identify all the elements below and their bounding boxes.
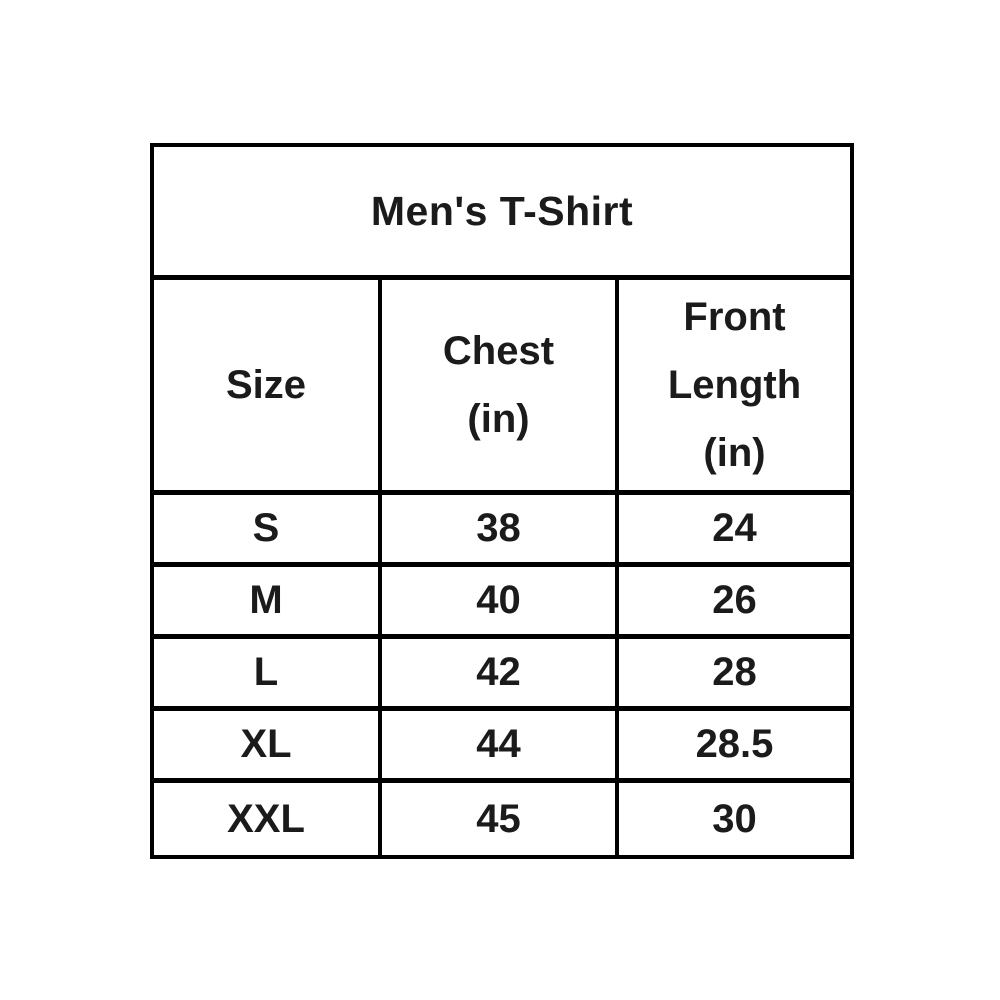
- cell-size-xl: XL: [154, 711, 382, 783]
- table-title: Men's T-Shirt: [154, 147, 850, 280]
- cell-front-length-l: 28: [619, 639, 850, 711]
- cell-chest-l: 42: [382, 639, 619, 711]
- cell-size-l: L: [154, 639, 382, 711]
- cell-front-length-xxl: 30: [619, 783, 850, 855]
- column-header-chest: Chest (in): [382, 280, 619, 495]
- cell-size-m: M: [154, 567, 382, 639]
- cell-chest-m: 40: [382, 567, 619, 639]
- column-header-front-length: Front Length (in): [619, 280, 850, 495]
- cell-size-s: S: [154, 495, 382, 567]
- cell-chest-xxl: 45: [382, 783, 619, 855]
- cell-chest-xl: 44: [382, 711, 619, 783]
- cell-front-length-s: 24: [619, 495, 850, 567]
- column-header-size: Size: [154, 280, 382, 495]
- cell-chest-s: 38: [382, 495, 619, 567]
- cell-front-length-m: 26: [619, 567, 850, 639]
- cell-size-xxl: XXL: [154, 783, 382, 855]
- size-chart-table: Men's T-Shirt Size Chest (in) Front Leng…: [150, 143, 854, 859]
- cell-front-length-xl: 28.5: [619, 711, 850, 783]
